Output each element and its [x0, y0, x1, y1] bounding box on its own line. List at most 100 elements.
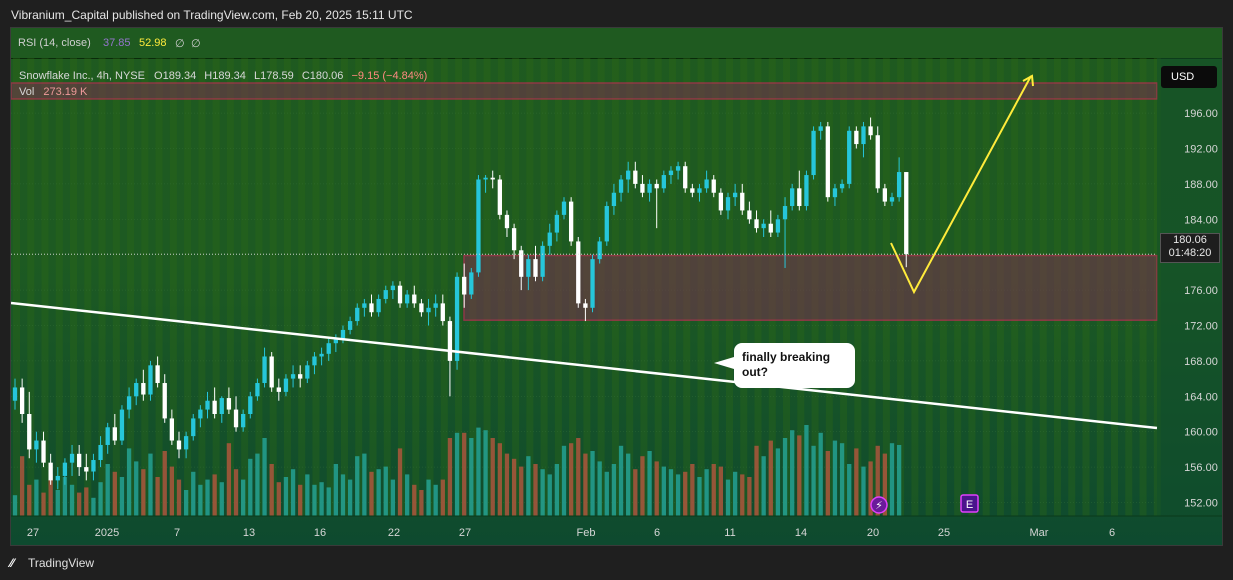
candle-body[interactable] [882, 188, 888, 202]
candle-body[interactable] [155, 365, 160, 384]
candle-body[interactable] [590, 259, 595, 308]
candle-body[interactable] [319, 353, 324, 357]
candle-body[interactable] [119, 409, 125, 441]
rsi-pane[interactable]: RSI (14, close) 37.85 52.98 ∅ ∅ [11, 28, 1222, 59]
candle-body[interactable] [241, 414, 246, 428]
candle-body[interactable] [205, 400, 210, 410]
candle-body[interactable] [633, 170, 638, 184]
candle-body[interactable] [405, 294, 410, 304]
candle-body[interactable] [176, 440, 182, 450]
trendline[interactable] [11, 301, 1158, 430]
candle-body[interactable] [69, 453, 75, 463]
candle-body[interactable] [604, 206, 609, 242]
candle-body[interactable] [191, 418, 196, 437]
candle-body[interactable] [105, 427, 110, 445]
candle-body[interactable] [483, 177, 488, 180]
candle-body[interactable] [454, 276, 460, 361]
price-axis[interactable] [1157, 58, 1223, 516]
candle-body[interactable] [390, 285, 396, 291]
candle-body[interactable] [497, 179, 502, 215]
annotation-callout[interactable]: finally breaking out? [714, 343, 855, 388]
candle-body[interactable] [540, 245, 545, 277]
candle-body[interactable] [854, 130, 859, 145]
chart-panel[interactable]: RSI (14, close) 37.85 52.98 ∅ ∅ 152.00 15… [10, 27, 1223, 546]
candle-body[interactable] [462, 276, 467, 295]
candle-body[interactable] [298, 374, 303, 379]
candle-body[interactable] [740, 192, 745, 211]
candle-body[interactable] [526, 259, 531, 277]
candle-body[interactable] [704, 179, 709, 189]
candle-body[interactable] [397, 285, 403, 304]
price-chart[interactable]: 152.00 156.00 160.00 164.00 168.00 172.00 176.… [11, 28, 1223, 546]
candle-body[interactable] [91, 460, 96, 472]
candle-body[interactable] [725, 197, 731, 211]
candle-body[interactable] [640, 183, 645, 193]
candle-body[interactable] [519, 250, 524, 277]
candle-body[interactable] [889, 197, 895, 202]
candle-body[interactable] [383, 290, 388, 299]
candle-body[interactable] [868, 126, 873, 136]
candle-body[interactable] [626, 170, 631, 180]
candle-body[interactable] [875, 135, 880, 189]
candle-body[interactable] [768, 223, 773, 233]
candle-body[interactable] [77, 453, 82, 468]
candle-body[interactable] [55, 475, 60, 481]
candle-body[interactable] [661, 175, 666, 189]
candle-body[interactable] [697, 188, 702, 193]
candle-body[interactable] [668, 170, 674, 176]
projection-path[interactable] [890, 75, 1032, 295]
demand-zone[interactable] [463, 254, 1158, 321]
candle-body[interactable] [490, 177, 495, 180]
candle-body[interactable] [48, 462, 53, 481]
candle-body[interactable] [568, 201, 574, 242]
candle-body[interactable] [376, 298, 381, 313]
candle-body[interactable] [183, 436, 189, 450]
candle-body[interactable] [333, 338, 338, 344]
candle-body[interactable] [226, 398, 232, 410]
candle-body[interactable] [469, 272, 474, 295]
candle-body[interactable] [904, 172, 909, 255]
candle-body[interactable] [782, 206, 788, 220]
candle-body[interactable] [369, 303, 374, 313]
candle-body[interactable] [305, 365, 310, 379]
candle-body[interactable] [134, 383, 139, 397]
candle-body[interactable] [12, 387, 18, 401]
candle-body[interactable] [611, 192, 617, 207]
candle-body[interactable] [126, 396, 132, 410]
candle-body[interactable] [269, 356, 274, 388]
candle-body[interactable] [832, 188, 838, 198]
candle-body[interactable] [597, 241, 602, 260]
candle-body[interactable] [711, 179, 716, 193]
candle-body[interactable] [19, 387, 25, 414]
candle-body[interactable] [561, 201, 567, 215]
tradingview-logo[interactable]: ⁄⁄ TradingView [10, 556, 94, 570]
candle-body[interactable] [839, 183, 845, 189]
candle-body[interactable] [618, 179, 624, 193]
candle-body[interactable] [248, 396, 253, 414]
dividend-event-icon[interactable] [870, 496, 888, 514]
candle-body[interactable] [41, 440, 46, 463]
candle-body[interactable] [547, 232, 552, 246]
candle-body[interactable] [447, 321, 453, 361]
candle-body[interactable] [426, 307, 431, 313]
earnings-event-icon[interactable] [960, 494, 979, 513]
candle-body[interactable] [511, 228, 517, 251]
candle-body[interactable] [440, 303, 445, 322]
candle-body[interactable] [112, 427, 117, 441]
candle-body[interactable] [690, 188, 695, 193]
candle-body[interactable] [504, 214, 510, 229]
candle-body[interactable] [233, 409, 239, 428]
candle-body[interactable] [141, 383, 146, 395]
candle-body[interactable] [732, 192, 738, 198]
candle-body[interactable] [533, 259, 538, 277]
candle-body[interactable] [162, 383, 167, 419]
candle-body[interactable] [825, 126, 830, 198]
candle-body[interactable] [326, 343, 331, 354]
candle-body[interactable] [718, 192, 724, 211]
candle-body[interactable] [276, 387, 281, 392]
candle-body[interactable] [419, 303, 424, 313]
candle-body[interactable] [212, 400, 217, 414]
candle-body[interactable] [818, 126, 823, 131]
candle-body[interactable] [476, 179, 481, 273]
candle-body[interactable] [219, 398, 224, 414]
